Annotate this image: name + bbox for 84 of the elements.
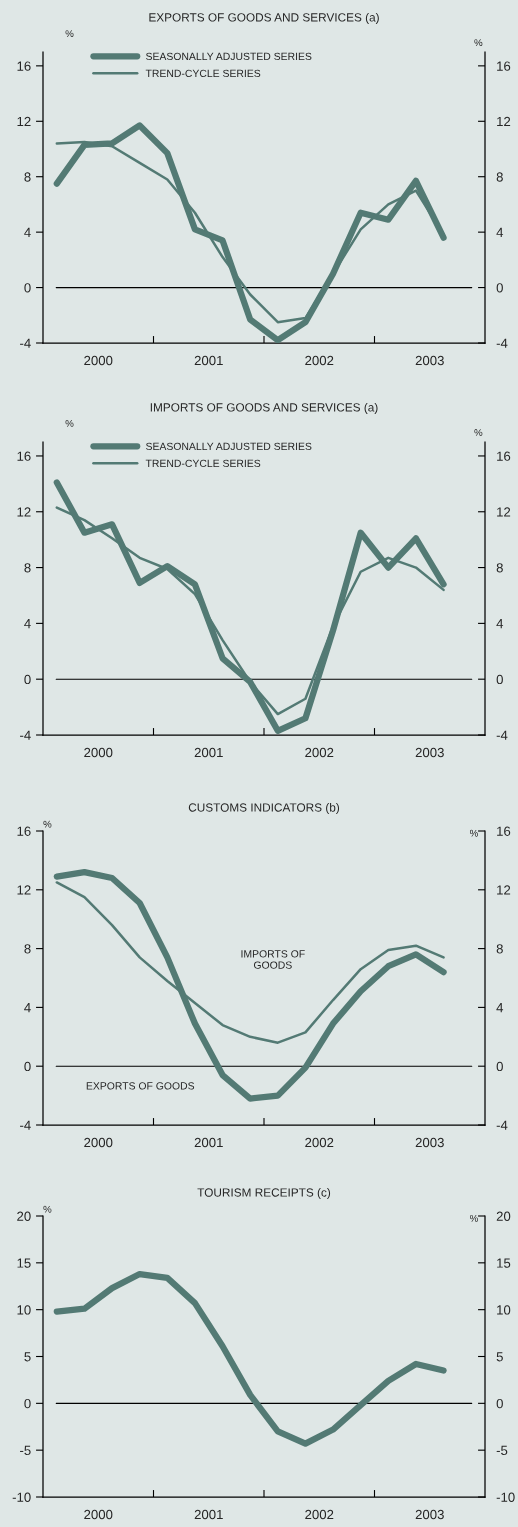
- legend-label: TREND-CYCLE SERIES: [145, 69, 261, 78]
- y-tick-label: -4: [20, 1120, 31, 1130]
- legend-label: SEASONALLY ADJUSTED SERIES: [146, 442, 312, 451]
- y-tick-label: 4: [24, 227, 31, 237]
- x-tick-label: 2000: [84, 1137, 113, 1148]
- y-tick-label: 16: [17, 61, 31, 71]
- x-tick-label: 2001: [194, 1509, 223, 1520]
- chart-title: EXPORTS OF GOODS AND SERVICES (a): [149, 12, 379, 24]
- y2-tick-label: -4: [496, 1120, 508, 1130]
- y2-tick-label: 12: [497, 116, 511, 127]
- y2-tick-label: 10: [497, 1305, 511, 1315]
- y2-tick-label: 0: [496, 1398, 503, 1409]
- chart-title: TOURISM RECEIPTS (c): [197, 1188, 331, 1199]
- y2-axis-title: %: [469, 829, 478, 837]
- y2-tick-label: 4: [496, 619, 504, 629]
- y2-tick-label: 8: [496, 172, 503, 182]
- y-tick-label: 12: [17, 507, 31, 517]
- legend-label: TREND-CYCLE SERIES: [145, 459, 261, 468]
- y-tick-label: 16: [17, 451, 31, 461]
- legend-label: SEASONALLY ADJUSTED SERIES: [146, 52, 312, 61]
- y-tick-label: 8: [24, 563, 31, 573]
- y2-tick-label: 20: [496, 1211, 511, 1221]
- y-axis-title: %: [65, 420, 74, 427]
- y2-tick-label: 4: [496, 1003, 504, 1013]
- y2-tick-label: 5: [496, 1352, 503, 1362]
- y-tick-label: 0: [24, 283, 31, 293]
- y-axis-title: %: [43, 820, 52, 828]
- y-tick-label: 12: [17, 885, 31, 895]
- x-tick-label: 2002: [305, 1509, 334, 1520]
- x-tick-label: 2001: [194, 355, 223, 366]
- y2-tick-label: 8: [496, 563, 503, 573]
- y2-tick-label: 12: [497, 885, 511, 895]
- chart-title: CUSTOMS INDICATORS (b): [188, 803, 340, 814]
- y-axis-title: %: [65, 30, 74, 37]
- annotation: IMPORTS OF GOODS: [241, 950, 305, 969]
- y2-tick-label: -10: [496, 1492, 515, 1502]
- y-tick-label: 16: [17, 826, 31, 836]
- y-tick-label: 8: [24, 172, 31, 182]
- y-tick-label: 4: [24, 619, 31, 629]
- y-axis-title: %: [43, 1205, 52, 1213]
- y2-tick-label: 16: [497, 451, 511, 461]
- y-tick-label: 0: [24, 1398, 31, 1409]
- y2-tick-label: 0: [496, 283, 503, 293]
- x-tick-label: 2003: [415, 747, 444, 758]
- y2-tick-label: -5: [496, 1445, 508, 1456]
- y2-tick-label: 12: [497, 507, 511, 517]
- x-tick-label: 2000: [84, 1509, 113, 1520]
- x-tick-label: 2001: [194, 747, 223, 758]
- y-tick-label: 10: [17, 1305, 31, 1315]
- y2-tick-label: 8: [496, 944, 503, 954]
- y-tick-label: -4: [20, 338, 31, 348]
- chart-title: IMPORTS OF GOODS AND SERVICES (a): [150, 402, 378, 414]
- y2-tick-label: 0: [496, 1061, 503, 1072]
- x-tick-label: 2003: [415, 1137, 444, 1148]
- y-tick-label: 0: [24, 1061, 31, 1072]
- y-tick-label: 20: [17, 1211, 31, 1221]
- y2-tick-label: -4: [496, 338, 508, 348]
- annotation: EXPORTS OF GOODS: [86, 1082, 195, 1090]
- x-tick-label: 2003: [415, 355, 444, 366]
- y-tick-label: 8: [24, 944, 31, 954]
- x-tick-label: 2000: [84, 355, 113, 366]
- y2-tick-label: -4: [496, 730, 508, 740]
- y-tick-label: 15: [17, 1258, 31, 1268]
- y-tick-label: 0: [24, 674, 31, 685]
- x-tick-label: 2000: [84, 747, 113, 758]
- y-tick-label: -5: [20, 1445, 31, 1456]
- y-tick-label: -4: [20, 730, 31, 740]
- x-tick-label: 2003: [415, 1509, 444, 1520]
- y-tick-label: -10: [12, 1492, 31, 1502]
- y-tick-label: 4: [24, 1003, 31, 1013]
- y2-tick-label: 16: [497, 61, 511, 71]
- y-tick-label: 5: [24, 1352, 31, 1362]
- y2-tick-label: 15: [497, 1258, 511, 1268]
- y2-tick-label: 16: [497, 826, 511, 836]
- y-tick-label: 12: [17, 116, 31, 127]
- y2-tick-label: 0: [496, 674, 503, 685]
- x-tick-label: 2001: [194, 1137, 223, 1148]
- y2-axis-title: %: [474, 429, 483, 436]
- x-tick-label: 2002: [305, 1137, 334, 1148]
- y2-axis-title: %: [469, 1214, 478, 1222]
- y2-tick-label: 4: [496, 227, 504, 237]
- x-tick-label: 2002: [305, 355, 334, 366]
- x-tick-label: 2002: [305, 747, 334, 758]
- y2-axis-title: %: [474, 39, 483, 47]
